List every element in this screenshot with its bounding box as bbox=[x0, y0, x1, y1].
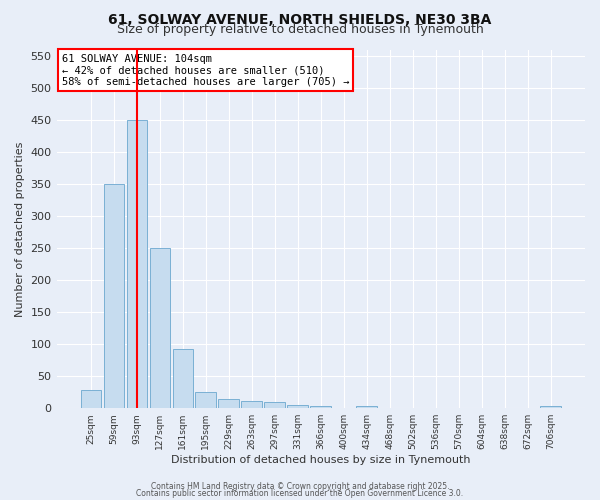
Bar bbox=[241, 400, 262, 408]
X-axis label: Distribution of detached houses by size in Tynemouth: Distribution of detached houses by size … bbox=[171, 455, 470, 465]
Bar bbox=[540, 406, 561, 408]
Text: Size of property relative to detached houses in Tynemouth: Size of property relative to detached ho… bbox=[116, 22, 484, 36]
Bar bbox=[80, 390, 101, 408]
Bar bbox=[310, 406, 331, 408]
Y-axis label: Number of detached properties: Number of detached properties bbox=[15, 142, 25, 317]
Bar bbox=[287, 405, 308, 408]
Text: 61, SOLWAY AVENUE, NORTH SHIELDS, NE30 3BA: 61, SOLWAY AVENUE, NORTH SHIELDS, NE30 3… bbox=[109, 12, 491, 26]
Bar bbox=[265, 402, 285, 408]
Text: 61 SOLWAY AVENUE: 104sqm
← 42% of detached houses are smaller (510)
58% of semi-: 61 SOLWAY AVENUE: 104sqm ← 42% of detach… bbox=[62, 54, 349, 87]
Bar bbox=[149, 248, 170, 408]
Bar bbox=[127, 120, 147, 408]
Bar bbox=[196, 392, 216, 408]
Text: Contains public sector information licensed under the Open Government Licence 3.: Contains public sector information licen… bbox=[136, 489, 464, 498]
Bar bbox=[356, 406, 377, 408]
Bar bbox=[173, 348, 193, 408]
Text: Contains HM Land Registry data © Crown copyright and database right 2025.: Contains HM Land Registry data © Crown c… bbox=[151, 482, 449, 491]
Bar bbox=[218, 398, 239, 408]
Bar bbox=[104, 184, 124, 408]
